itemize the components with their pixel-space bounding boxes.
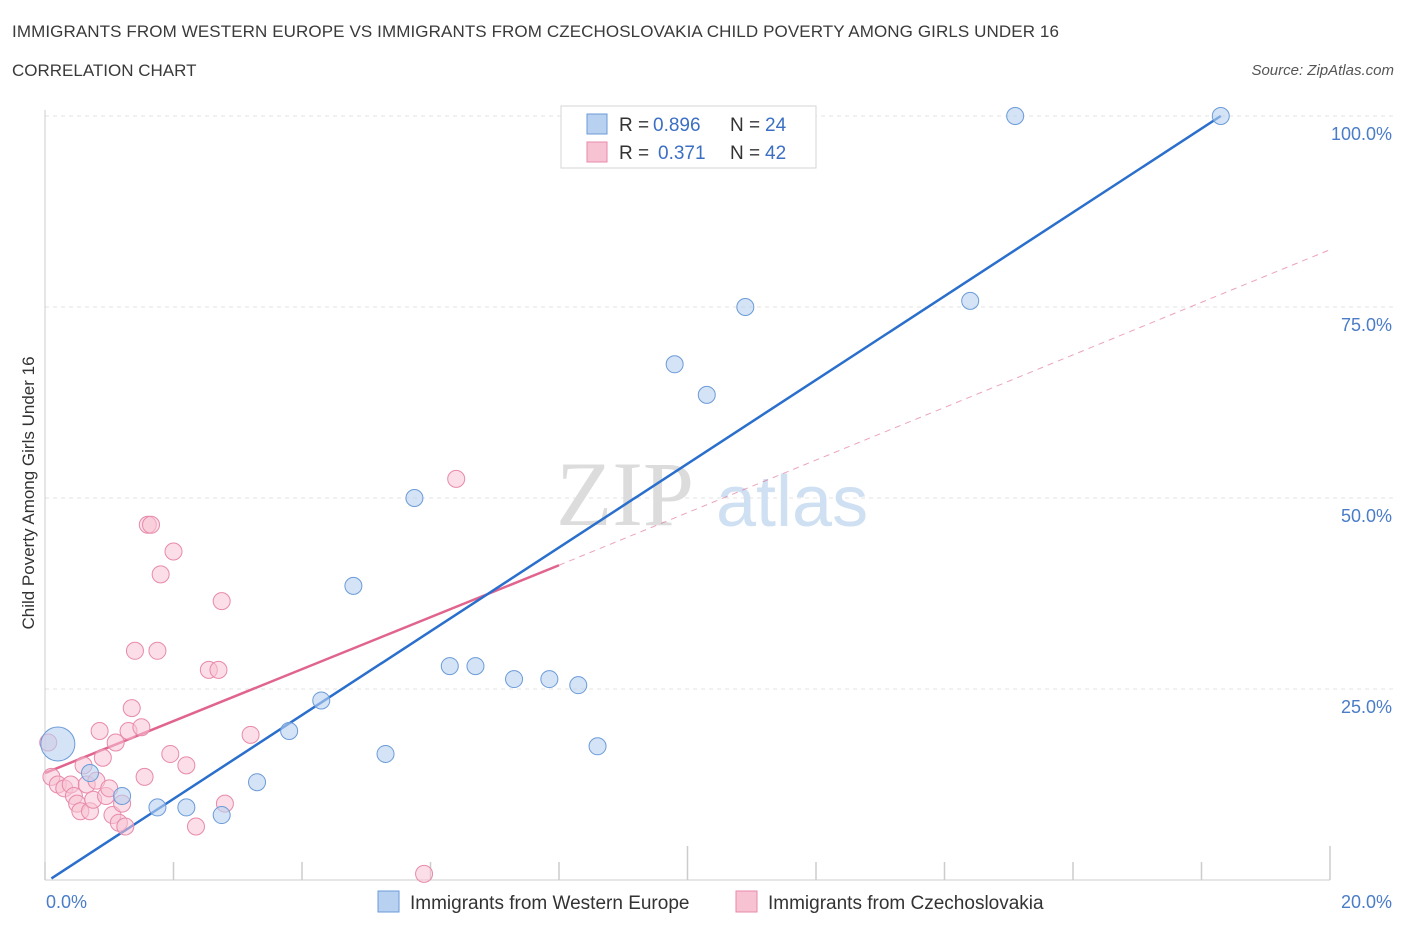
data-point-czechoslovakia: [122, 699, 141, 718]
chart-title: IMMIGRANTS FROM WESTERN EUROPE VS IMMIGR…: [12, 22, 1060, 41]
legend-r-value-1: 0.896: [653, 115, 701, 136]
legend-n-label-2: N =: [730, 143, 760, 164]
trend-line-czechoslovakia-extended: [558, 249, 1331, 566]
bottom-legend-label-western-europe: Immigrants from Western Europe: [410, 893, 689, 914]
y-tick-label: 50.0%: [1341, 506, 1392, 526]
chart-subtitle: CORRELATION CHART: [12, 61, 197, 80]
bottom-legend-swatch-pink: [735, 890, 758, 913]
data-point-western-europe: [466, 657, 485, 676]
data-point-czechoslovakia: [209, 660, 228, 679]
data-point-western-europe: [1211, 107, 1230, 125]
data-point-western-europe: [177, 798, 196, 817]
watermark-zip: ZIP: [556, 443, 694, 545]
x-tick-label-min: 0.0%: [46, 892, 87, 912]
data-point-czechoslovakia: [415, 864, 434, 883]
data-point-czechoslovakia: [125, 641, 144, 660]
legend-r-label-1: R =: [619, 115, 649, 136]
data-point-western-europe: [280, 722, 299, 741]
x-tick-label-max: 20.0%: [1341, 892, 1392, 912]
data-point-czechoslovakia: [135, 767, 154, 786]
data-point-czechoslovakia: [241, 725, 260, 744]
data-point-western-europe: [344, 576, 363, 595]
legend-r-label-2: R =: [619, 143, 649, 164]
data-point-western-europe: [569, 676, 588, 695]
data-point-western-europe: [505, 670, 524, 689]
legend-n-value-2: 42: [765, 143, 786, 164]
legend-box: R = 0.896 N = 24 R = 0.371 N = 42: [560, 105, 817, 169]
data-point-czechoslovakia: [148, 641, 167, 660]
data-point-czechoslovakia: [212, 592, 231, 611]
grid-lines: [45, 115, 1394, 690]
data-point-czechoslovakia: [132, 718, 151, 737]
data-point-czechoslovakia: [93, 748, 112, 767]
data-point-western-europe: [312, 691, 331, 710]
source-credit: Source: ZipAtlas.com: [1251, 62, 1394, 79]
data-point-western-europe: [665, 355, 684, 374]
data-point-western-europe: [376, 744, 395, 763]
watermark: ZIP atlas: [556, 443, 868, 545]
data-point-western-europe: [697, 385, 716, 404]
data-point-czechoslovakia: [161, 744, 180, 763]
y-axis-label: Child Poverty Among Girls Under 16: [19, 356, 38, 629]
bottom-legend-label-czechoslovakia: Immigrants from Czechoslovakia: [768, 893, 1044, 914]
y-tick-label: 75.0%: [1341, 315, 1392, 335]
data-point-czechoslovakia: [106, 733, 125, 752]
watermark-atlas: atlas: [716, 462, 868, 542]
legend-swatch-pink: [586, 141, 608, 163]
data-point-czechoslovakia: [142, 515, 161, 534]
bottom-legend-swatch-blue: [377, 890, 400, 913]
data-point-czechoslovakia: [177, 756, 196, 775]
x-tick-labels: 0.0% 20.0%: [46, 892, 1392, 912]
data-point-czechoslovakia: [447, 469, 466, 488]
legend-swatch-blue: [586, 113, 608, 135]
data-point-czechoslovakia: [186, 817, 205, 836]
legend-r-value-2: 0.371: [658, 143, 706, 164]
legend-n-label-1: N =: [730, 115, 760, 136]
trend-line-western-europe: [50, 114, 1222, 880]
y-tick-label: 25.0%: [1341, 697, 1392, 717]
data-point-western-europe: [1006, 107, 1025, 125]
data-point-western-europe: [80, 764, 99, 783]
data-point-western-europe: [40, 726, 76, 762]
data-point-czechoslovakia: [164, 542, 183, 561]
data-point-western-europe: [736, 298, 755, 316]
data-point-western-europe: [113, 786, 132, 805]
data-points: [39, 107, 1230, 883]
y-tick-label: 100.0%: [1331, 124, 1392, 144]
data-point-czechoslovakia: [90, 722, 109, 741]
data-point-western-europe: [148, 798, 167, 817]
data-point-western-europe: [212, 806, 231, 825]
y-tick-labels: 100.0% 75.0% 50.0% 25.0%: [1331, 124, 1392, 717]
data-point-western-europe: [588, 737, 607, 756]
data-point-czechoslovakia: [116, 817, 135, 836]
bottom-legend: Immigrants from Western Europe Immigrant…: [377, 890, 1044, 914]
legend-n-value-1: 24: [765, 115, 787, 136]
data-point-western-europe: [540, 670, 559, 689]
data-point-western-europe: [405, 489, 424, 507]
data-point-western-europe: [248, 773, 267, 792]
data-point-czechoslovakia: [151, 565, 170, 584]
data-point-western-europe: [961, 291, 980, 310]
data-point-western-europe: [440, 657, 459, 676]
